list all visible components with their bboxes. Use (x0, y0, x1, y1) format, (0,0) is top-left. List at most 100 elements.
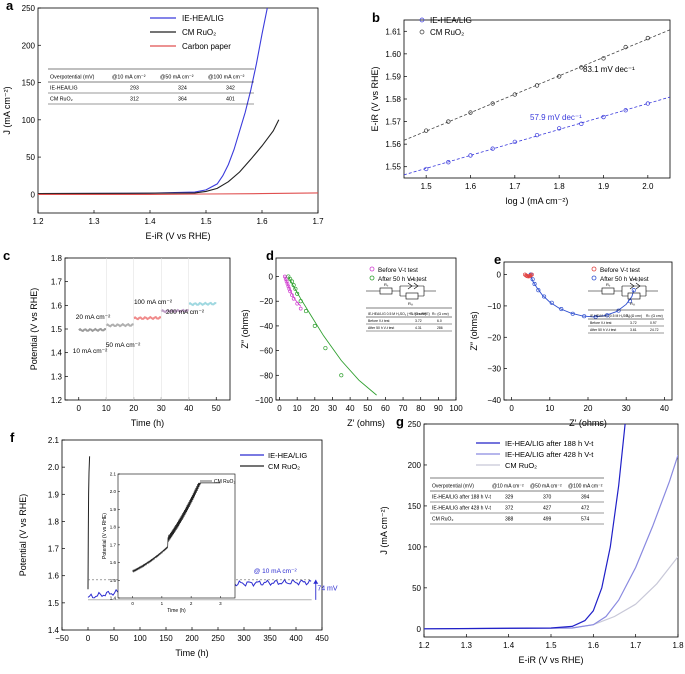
data-point-after-e (542, 294, 547, 299)
y-tick-label-a: 200 (22, 41, 36, 50)
data-point-after-d (312, 323, 317, 328)
circuit-label-rct: Rₜₜ (630, 301, 635, 306)
x-tick-label-g: 1.4 (503, 641, 515, 650)
data-point-ruo2 (490, 101, 495, 106)
y-tick-label-f: 2.1 (48, 436, 60, 445)
x-tick-label-b: 1.5 (421, 182, 433, 191)
data-point-ruo2 (534, 83, 540, 88)
table-cell: 574 (581, 517, 590, 523)
x-axis-label-a: E-iR (V vs RHE) (146, 231, 211, 241)
x-tick-label-f: 50 (110, 634, 119, 643)
data-point-ruo2 (579, 65, 584, 70)
table-cell: IE-HEA/LIG (50, 86, 78, 92)
x-tick-label-d: 20 (310, 404, 319, 413)
y-tick-label-d: −100 (255, 396, 274, 405)
y-tick-label-g: 0 (417, 625, 422, 634)
x-tick-label-d: 10 (293, 404, 302, 413)
table-header-cell: IE-HEA/LIG 0.5 M H₂SO₄ (+ 1 V vs RHE) (368, 312, 430, 316)
x-tick-label-a: 1.7 (312, 217, 324, 226)
step-segment-c (188, 301, 217, 307)
x-tick-label-e: 20 (584, 404, 593, 413)
x-tick-label-g: 1.8 (672, 641, 684, 650)
table-cell: 472 (581, 506, 590, 512)
inset-y-tick-label: 1.8 (110, 525, 117, 530)
y-tick-label-f: 1.6 (48, 572, 60, 581)
legend-label-e: Before V-t test (600, 267, 640, 274)
fit-curve-after-d (288, 276, 377, 396)
table-cell: After 50 h V-t test (590, 328, 616, 332)
table-cell: 329 (505, 495, 514, 501)
data-point-after-e (532, 281, 537, 287)
inset-y-tick-label: 1.9 (110, 507, 117, 512)
x-tick-label-a: 1.2 (32, 217, 44, 226)
data-point-after-e (582, 314, 587, 319)
y-tick-label-c: 1.2 (51, 396, 63, 405)
y-tick-label-a: 250 (22, 4, 36, 13)
y-axis-label-f: Potential (V vs RHE) (18, 494, 28, 577)
legend-label-g: CM RuO₂ (505, 461, 537, 470)
step-label-c: 100 mA cm⁻² (134, 299, 173, 306)
x-tick-label-c: 30 (157, 404, 166, 413)
step-label-c: 200 mA cm⁻² (166, 309, 205, 316)
table-cell: 370 (543, 495, 552, 501)
y-tick-label-c: 1.8 (51, 254, 63, 263)
data-point-before-e (529, 272, 534, 277)
resistor-rct (405, 292, 419, 300)
table-cell: 3.61 (630, 328, 637, 332)
x-tick-label-d: 0 (277, 404, 282, 413)
table-cell: 394 (581, 495, 590, 501)
y-tick-label-g: 250 (408, 420, 422, 429)
x-axis-label-e: Z′ (ohms) (569, 418, 607, 428)
data-point-ruo2 (623, 44, 628, 50)
data-point-after-e (627, 299, 633, 304)
table-header-cell: @100 mA cm⁻² (208, 75, 245, 81)
y-tick-label-f: 1.7 (48, 545, 60, 554)
x-tick-label-f: 100 (133, 634, 147, 643)
data-point-hea (424, 166, 429, 172)
x-tick-label-f: 200 (185, 634, 199, 643)
y-tick-label-a: 150 (22, 79, 36, 88)
x-tick-label-f: 400 (289, 634, 303, 643)
y-tick-label-a: 0 (31, 190, 36, 199)
table-cell: 24.72 (650, 328, 659, 332)
x-tick-label-g: 1.7 (630, 641, 642, 650)
y-axis-label-a: J (mA cm⁻²) (2, 86, 12, 134)
series-line-a (38, 119, 280, 195)
circuit-wire (366, 285, 436, 297)
table-cell: 499 (543, 517, 552, 523)
table-header-cell: Rₛ (Ω cm²) (626, 314, 642, 318)
x-tick-label-c: 50 (212, 404, 221, 413)
data-point-after-d (293, 286, 298, 291)
table-header-cell: Rₜₜ (Ω cm²) (646, 314, 663, 318)
x-tick-label-g: 1.5 (545, 641, 557, 650)
x-axis-label-f: Time (h) (175, 648, 208, 658)
plot-frame-a (37, 7, 319, 214)
x-axis-label-c: Time (h) (131, 418, 164, 428)
x-tick-label-d: 50 (363, 404, 372, 413)
table-cell: IE-HEA/LIG after 428 h V-t (432, 506, 492, 512)
table-cell: 364 (178, 97, 187, 103)
legend-label-d: After 50 h V-t test (378, 276, 427, 283)
data-point-after-d (323, 346, 328, 351)
table-header-cell: @10 mA cm⁻² (112, 75, 146, 81)
table-cell: 324 (178, 86, 187, 92)
circuit-label-rs: Rₛ (606, 282, 611, 287)
x-tick-label-b: 2.0 (642, 182, 654, 191)
legend-label-a: IE-HEA/LIG (182, 14, 224, 23)
data-point-before-d (298, 306, 303, 311)
table-cell: Before V-t test (590, 321, 612, 325)
y-tick-label-d: −20 (259, 297, 273, 306)
circuit-label-rct: Rₜₜ (408, 301, 413, 306)
x-tick-label-f: 0 (86, 634, 91, 643)
x-tick-label-a: 1.3 (88, 217, 100, 226)
data-point-after-d (303, 309, 309, 314)
legend-label-e: After 50 h V-t test (600, 276, 649, 283)
legend-label-f: CM RuO₂ (268, 462, 300, 471)
x-tick-label-a: 1.6 (256, 217, 268, 226)
y-tick-label-f: 2.0 (48, 463, 60, 472)
panel-letter-g: g (396, 414, 404, 429)
series-line-a (38, 192, 318, 195)
delta-arrow-head (313, 579, 319, 584)
circuit-label-cpe: CPE₁ (630, 277, 640, 282)
resistor-rs (379, 287, 393, 295)
